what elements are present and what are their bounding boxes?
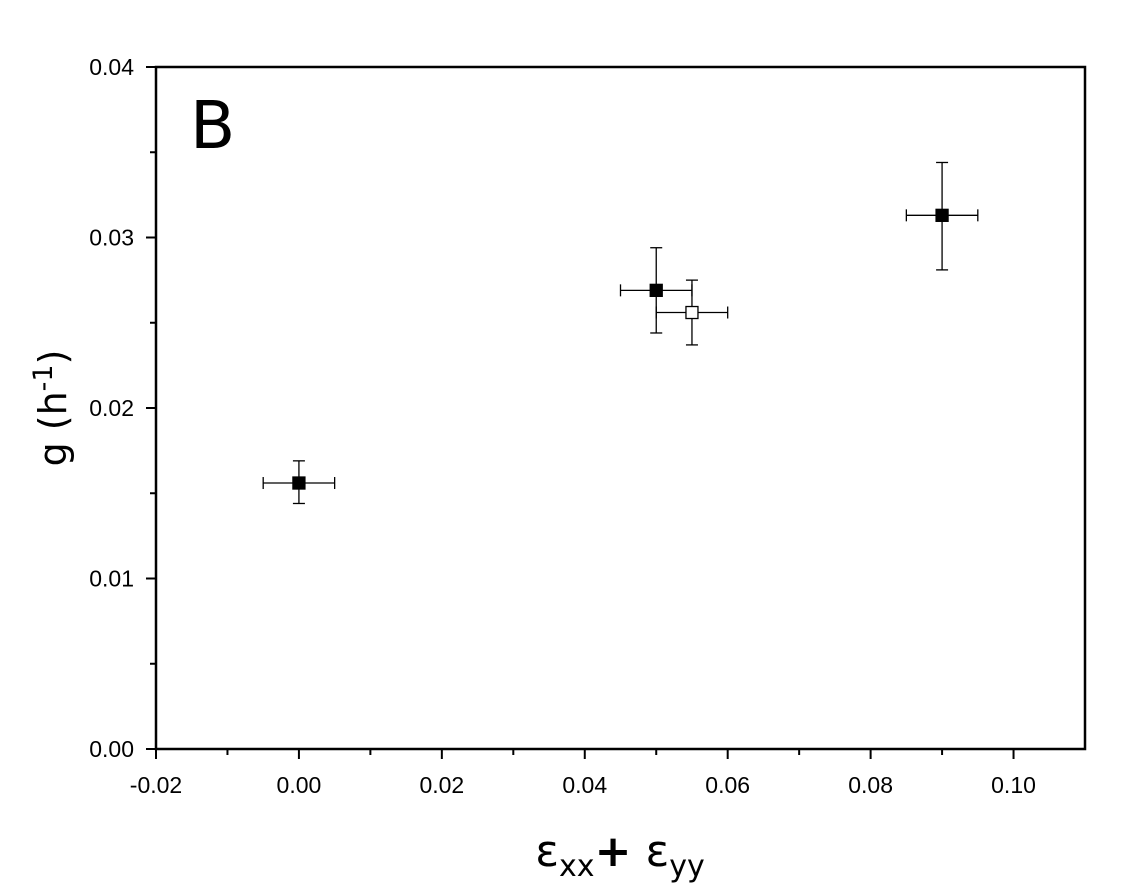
x-axis-title-base2: ε xyxy=(645,826,669,877)
y-tick-label: 0.04 xyxy=(89,54,134,80)
x-axis-title: εxx+ εyy xyxy=(535,826,705,884)
x-tick-label: 0.08 xyxy=(848,772,893,798)
data-point xyxy=(619,247,693,334)
y-tick-label: 0.03 xyxy=(89,225,134,251)
y-axis-title-text: g (h xyxy=(31,391,75,466)
x-axis-title-sub1: xx xyxy=(559,849,595,884)
y-axis-title: g (h-1) xyxy=(28,350,75,467)
filled-square-marker xyxy=(292,476,306,490)
x-axis-title-sub2: yy xyxy=(669,849,705,884)
x-axis-title-plus: + xyxy=(595,826,632,877)
x-tick-label: 0.04 xyxy=(562,772,607,798)
x-tick-label: 0.00 xyxy=(277,772,322,798)
x-axis-title-base1: ε xyxy=(535,826,559,877)
y-axis-title-close: ) xyxy=(31,350,75,365)
data-point xyxy=(905,161,979,271)
x-axis-title-gap xyxy=(631,826,645,877)
data-point xyxy=(655,279,729,346)
filled-square-marker xyxy=(649,283,663,298)
x-tick-label: 0.06 xyxy=(705,772,750,798)
plot-frame xyxy=(154,65,1087,751)
x-tick-label: 0.10 xyxy=(991,772,1036,798)
data-point xyxy=(262,460,336,505)
y-axis-ticks: 0.00 0.01 0.02 0.03 0.04 xyxy=(89,54,156,762)
x-tick-label: -0.02 xyxy=(130,772,182,798)
y-tick-label: 0.02 xyxy=(89,395,134,421)
x-axis-ticks: -0.02 0.00 0.02 0.04 0.06 0.08 0.10 xyxy=(130,749,1036,798)
open-square-marker xyxy=(685,305,699,320)
x-tick-label: 0.02 xyxy=(419,772,464,798)
y-tick-label: 0.00 xyxy=(89,736,134,762)
data-points xyxy=(262,161,979,505)
y-axis-title-sup: -1 xyxy=(28,364,59,391)
panel-label: B xyxy=(190,87,235,164)
y-tick-label: 0.01 xyxy=(89,566,134,592)
filled-square-marker xyxy=(935,208,949,222)
